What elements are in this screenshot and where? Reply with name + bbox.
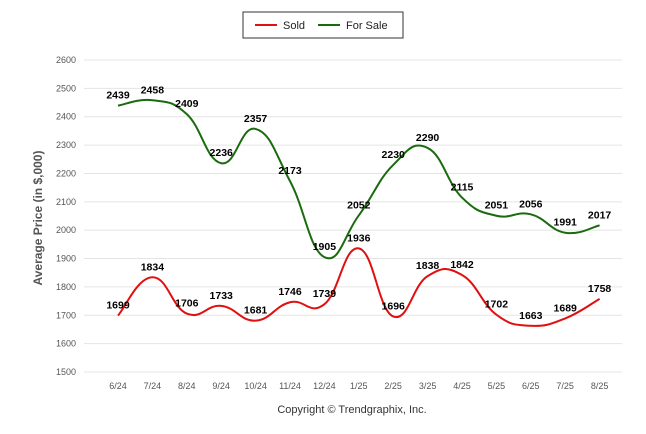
data-label-for-sale: 1905 xyxy=(313,241,337,253)
y-tick-label: 1900 xyxy=(56,254,76,264)
data-label-sold: 1699 xyxy=(106,300,130,312)
x-tick-label: 8/25 xyxy=(591,381,609,391)
data-label-for-sale: 2236 xyxy=(210,147,234,159)
x-tick-label: 10/24 xyxy=(244,381,267,391)
y-tick-label: 1600 xyxy=(56,339,76,349)
data-label-for-sale: 2458 xyxy=(141,84,165,96)
y-axis-label: Average Price (in $,000) xyxy=(31,151,45,286)
y-tick-label: 1500 xyxy=(56,367,76,377)
x-tick-label: 9/24 xyxy=(212,381,230,391)
y-tick-label: 1700 xyxy=(56,310,76,320)
data-label-sold: 1739 xyxy=(313,288,337,300)
y-tick-label: 2500 xyxy=(56,83,76,93)
data-label-sold: 1702 xyxy=(485,299,509,311)
x-tick-label: 5/25 xyxy=(488,381,506,391)
x-tick-label: 6/25 xyxy=(522,381,540,391)
x-tick-label: 11/24 xyxy=(279,381,301,391)
data-label-for-sale: 2409 xyxy=(175,98,199,110)
y-tick-label: 2600 xyxy=(56,55,76,65)
x-axis-ticks: 6/24 7/24 8/24 9/24 10/24 11/24 12/24 1/25 2/25 3… xyxy=(109,381,608,391)
data-label-for-sale: 2290 xyxy=(416,132,440,144)
data-labels: 1699 1834 1706 1733 1681 1746 1739 1936 1696 1838… xyxy=(106,84,611,321)
data-label-for-sale: 2230 xyxy=(382,149,406,161)
data-label-for-sale: 2051 xyxy=(485,200,509,212)
y-axis-ticks: 1500 1600 1700 1800 1900 2000 2100 2200 2300 2400… xyxy=(56,55,76,377)
x-tick-label: 8/24 xyxy=(178,381,196,391)
data-label-for-sale: 2017 xyxy=(588,209,612,221)
x-tick-label: 1/25 xyxy=(350,381,368,391)
data-label-sold: 1936 xyxy=(347,232,371,244)
x-tick-label: 7/25 xyxy=(556,381,574,391)
x-tick-label: 6/24 xyxy=(109,381,127,391)
copyright-footer: Copyright © Trendgraphix, Inc. xyxy=(277,404,426,416)
data-label-for-sale: 2439 xyxy=(106,90,130,102)
legend-label-sold: Sold xyxy=(283,20,305,32)
legend-label-for-sale: For Sale xyxy=(346,20,388,32)
data-label-sold: 1663 xyxy=(519,310,543,322)
data-label-sold: 1689 xyxy=(554,302,578,314)
x-tick-label: 2/25 xyxy=(384,381,402,391)
gridlines xyxy=(84,59,622,373)
data-label-sold: 1696 xyxy=(382,300,406,312)
y-tick-label: 2300 xyxy=(56,140,76,150)
legend: Sold For Sale xyxy=(242,11,404,39)
data-label-for-sale: 1991 xyxy=(554,217,578,229)
y-tick-label: 1800 xyxy=(56,282,76,292)
x-tick-label: 12/24 xyxy=(313,381,336,391)
data-label-for-sale: 2052 xyxy=(347,199,371,211)
x-tick-label: 3/25 xyxy=(419,381,437,391)
data-label-sold: 1706 xyxy=(175,298,199,310)
data-label-sold: 1733 xyxy=(210,290,234,302)
y-tick-label: 2000 xyxy=(56,225,76,235)
data-label-sold: 1842 xyxy=(450,259,474,271)
series-line-for-sale xyxy=(117,98,600,260)
data-label-for-sale: 2115 xyxy=(451,182,474,194)
y-tick-label: 2100 xyxy=(56,197,76,207)
y-tick-label: 2200 xyxy=(56,168,76,178)
data-label-sold: 1834 xyxy=(141,261,165,273)
data-label-sold: 1758 xyxy=(588,283,612,295)
data-label-for-sale: 2357 xyxy=(244,113,268,125)
data-label-sold: 1681 xyxy=(244,305,268,317)
y-tick-label: 2400 xyxy=(56,112,76,122)
data-label-sold: 1838 xyxy=(416,260,440,272)
data-label-for-sale: 2173 xyxy=(278,165,302,177)
x-tick-label: 7/24 xyxy=(144,381,162,391)
data-label-sold: 1746 xyxy=(278,286,302,298)
x-tick-label: 4/25 xyxy=(453,381,471,391)
series-line-sold xyxy=(117,247,601,327)
series-lines xyxy=(117,98,601,327)
data-label-for-sale: 2056 xyxy=(519,198,543,210)
